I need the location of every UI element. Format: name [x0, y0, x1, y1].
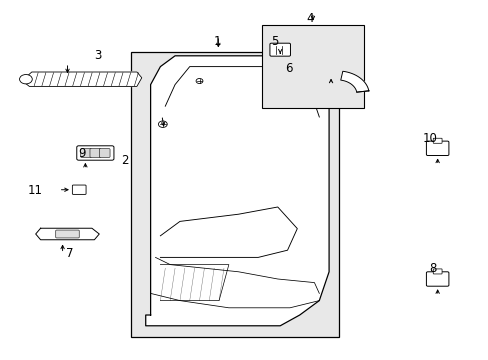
Circle shape [20, 75, 32, 84]
Text: 1: 1 [213, 35, 221, 48]
FancyBboxPatch shape [432, 269, 441, 274]
Text: 2: 2 [121, 154, 128, 167]
Text: 4: 4 [306, 12, 314, 24]
Text: 8: 8 [428, 262, 436, 275]
FancyBboxPatch shape [99, 149, 110, 157]
FancyBboxPatch shape [426, 272, 448, 286]
FancyBboxPatch shape [269, 43, 290, 56]
FancyBboxPatch shape [432, 138, 441, 143]
Text: 10: 10 [422, 132, 437, 145]
FancyBboxPatch shape [72, 185, 86, 194]
Text: 9: 9 [78, 147, 86, 159]
FancyBboxPatch shape [77, 146, 114, 160]
Text: 5: 5 [270, 35, 278, 48]
Text: 11: 11 [28, 184, 42, 197]
Text: 6: 6 [284, 62, 292, 75]
FancyBboxPatch shape [90, 149, 101, 157]
Bar [131, 52, 338, 337]
Bar [261, 25, 364, 108]
FancyBboxPatch shape [426, 141, 448, 156]
Text: 3: 3 [94, 49, 102, 62]
Polygon shape [22, 72, 142, 86]
Polygon shape [145, 56, 328, 326]
FancyBboxPatch shape [81, 149, 91, 157]
FancyBboxPatch shape [56, 230, 79, 238]
Polygon shape [36, 228, 99, 240]
Polygon shape [340, 71, 368, 92]
Text: 7: 7 [65, 247, 73, 260]
